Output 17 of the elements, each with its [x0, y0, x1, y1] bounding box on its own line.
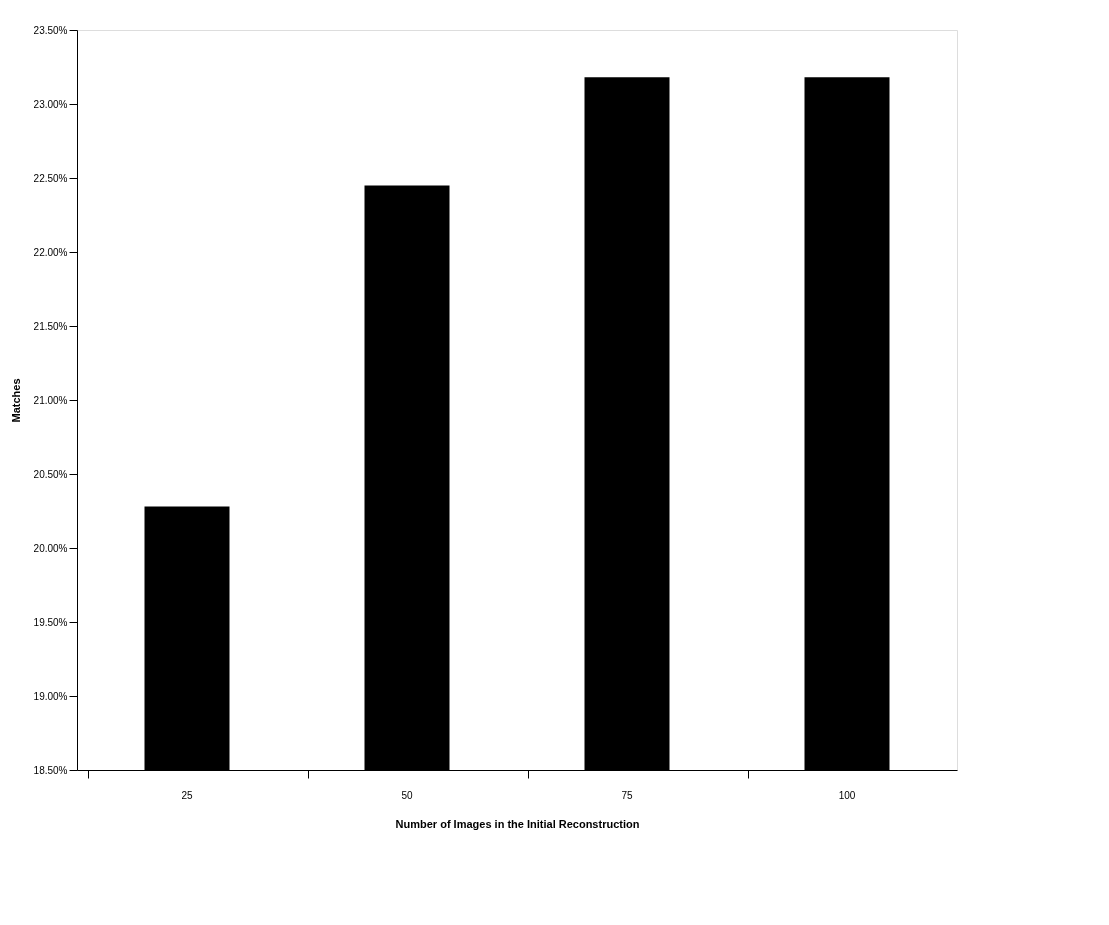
x-tick-label: 50	[401, 789, 413, 801]
y-tick-label: 18.50%	[33, 764, 68, 776]
y-tick-label: 22.50%	[33, 172, 68, 184]
y-tick-label: 21.00%	[33, 394, 68, 406]
y-tick-label: 23.00%	[33, 98, 68, 110]
y-tick-label: 20.50%	[33, 468, 68, 480]
y-tick-label: 20.00%	[33, 542, 68, 554]
x-tick-label: 100	[838, 789, 856, 801]
x-axis-title: Number of Images in the Initial Reconstruction	[395, 817, 640, 830]
y-axis-title: Matches	[9, 378, 22, 423]
y-tick-label: 19.50%	[33, 616, 68, 628]
y-tick-label: 19.00%	[33, 690, 68, 702]
x-tick-label: 75	[621, 789, 633, 801]
x-tick-label: 25	[181, 789, 193, 801]
y-tick-label: 22.00%	[33, 246, 68, 258]
y-tick-label: 23.50%	[33, 24, 68, 36]
y-tick-label: 21.50%	[33, 320, 68, 332]
